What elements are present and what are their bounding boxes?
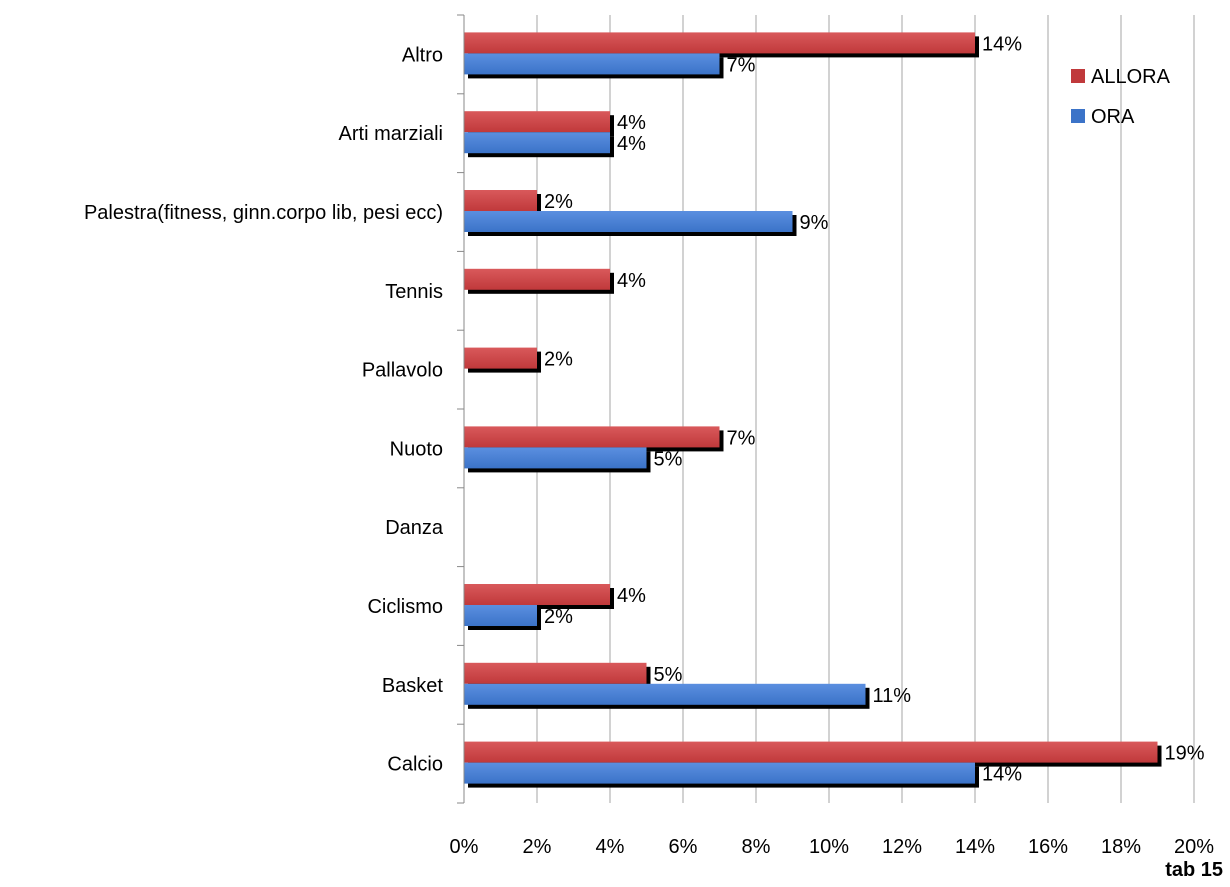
category-label: Nuoto bbox=[390, 438, 443, 460]
x-tick-labels: 0% 2% 4% 6% 8% 10% 12% 14% 16% 18% 20% bbox=[450, 836, 1215, 858]
bar-ora bbox=[464, 211, 793, 232]
x-tick-label: 6% bbox=[669, 836, 698, 858]
x-tick-label: 4% bbox=[596, 836, 625, 858]
bar-allora bbox=[464, 426, 720, 448]
bar-allora bbox=[464, 190, 537, 211]
x-tick-label: 0% bbox=[450, 836, 479, 858]
category-label: Danza bbox=[385, 517, 444, 539]
category-label: Ciclismo bbox=[367, 596, 443, 618]
legend-swatch-ora bbox=[1071, 109, 1085, 123]
data-label: 19% bbox=[1165, 743, 1205, 765]
legend: ALLORA ORA bbox=[1071, 66, 1171, 128]
x-tick-label: 8% bbox=[742, 836, 771, 858]
bar-ora bbox=[464, 447, 647, 469]
data-label: 2% bbox=[544, 606, 573, 628]
x-tick-label: 12% bbox=[882, 836, 922, 858]
data-label: 14% bbox=[982, 33, 1022, 55]
data-label: 5% bbox=[654, 448, 683, 470]
bar-ora bbox=[464, 762, 975, 784]
bar-ora bbox=[464, 53, 720, 75]
data-label: 14% bbox=[982, 764, 1022, 786]
x-tick-label: 14% bbox=[955, 836, 995, 858]
data-label: 4% bbox=[617, 133, 646, 155]
data-labels: 14%7%4%4%2%9%4%2%7%5%4%2%5%11%19%14% bbox=[544, 33, 1205, 785]
x-tick-label: 18% bbox=[1101, 836, 1141, 858]
data-label: 5% bbox=[654, 664, 683, 686]
category-labels: Altro Arti marziali Palestra(fitness, ginn… bbox=[84, 44, 444, 775]
bar-allora bbox=[464, 584, 610, 605]
data-label: 4% bbox=[617, 112, 646, 134]
bar-allora bbox=[464, 741, 1158, 763]
bar-allora bbox=[464, 347, 537, 369]
bar-allora bbox=[464, 268, 610, 290]
category-label: Palestra(fitness, ginn.corpo lib, pesi e… bbox=[84, 202, 443, 224]
bar-ora bbox=[464, 605, 537, 626]
axes bbox=[457, 14, 465, 804]
data-label: 2% bbox=[544, 191, 573, 213]
data-label: 9% bbox=[800, 212, 829, 234]
category-label: Basket bbox=[382, 675, 444, 697]
x-tick-label: 20% bbox=[1174, 836, 1214, 858]
data-label: 2% bbox=[544, 349, 573, 371]
bar-ora bbox=[464, 683, 866, 705]
data-label: 4% bbox=[617, 270, 646, 292]
bar-ora bbox=[464, 132, 610, 154]
category-label: Pallavolo bbox=[362, 360, 443, 382]
chart-caption: tab 15 bbox=[1165, 859, 1223, 881]
bar-allora bbox=[464, 111, 610, 133]
data-label: 7% bbox=[727, 427, 756, 449]
data-label: 11% bbox=[873, 685, 912, 707]
legend-swatch-allora bbox=[1071, 69, 1085, 83]
x-tick-label: 10% bbox=[809, 836, 849, 858]
category-label: Calcio bbox=[387, 754, 443, 776]
data-label: 4% bbox=[617, 585, 646, 607]
data-label: 7% bbox=[727, 54, 756, 76]
x-tick-label: 2% bbox=[523, 836, 552, 858]
category-label: Tennis bbox=[385, 281, 443, 303]
legend-label-ora: ORA bbox=[1091, 106, 1135, 128]
bar-allora bbox=[464, 662, 647, 684]
bars bbox=[464, 32, 1162, 788]
bar-allora bbox=[464, 32, 975, 54]
x-tick-label: 16% bbox=[1028, 836, 1068, 858]
legend-label-allora: ALLORA bbox=[1091, 66, 1171, 88]
category-label: Arti marziali bbox=[339, 123, 443, 145]
category-label: Altro bbox=[402, 44, 443, 66]
